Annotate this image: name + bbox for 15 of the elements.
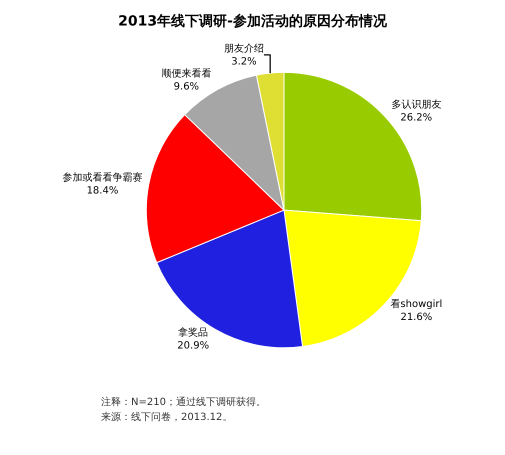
data-label: 9.6%: [174, 81, 200, 92]
slice-label: 参加或看看争霸赛: [62, 172, 142, 184]
data-label: 3.2%: [231, 56, 257, 68]
data-label: 26.2%: [400, 112, 432, 124]
data-label: 21.6%: [400, 312, 432, 323]
slice-label: 拿奖品: [178, 326, 208, 338]
source-note: 来源：线下问卷，2013.12。: [101, 411, 232, 423]
data-label: 20.9%: [177, 340, 210, 352]
slice-label: 朋友介绍: [224, 42, 264, 54]
slice-label: 多认识朋友: [391, 98, 442, 110]
data-label: 18.4%: [86, 186, 118, 197]
text: 注释：N=210；通过线下调研获得。: [101, 396, 266, 408]
slice-label: 顺便来看看: [161, 67, 212, 80]
slice-label: 看showgirl: [390, 298, 442, 310]
chart-title: 2013年线下调研-参加活动的原因分布情况: [118, 12, 388, 30]
